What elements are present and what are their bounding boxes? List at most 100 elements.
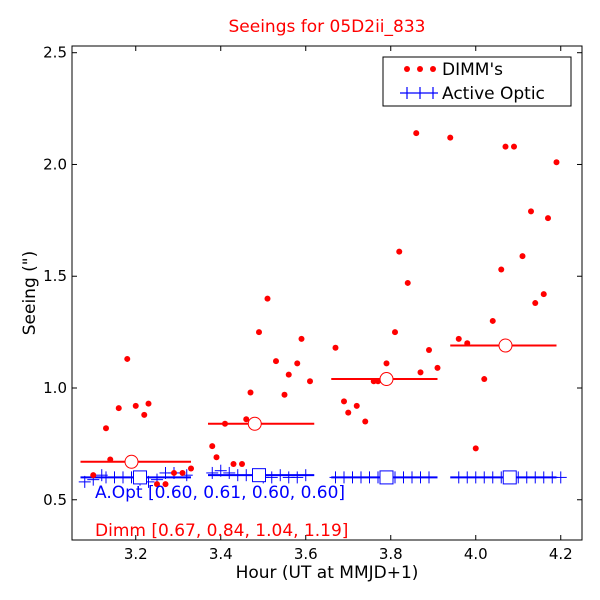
dimm-point — [294, 360, 301, 367]
dimm-point — [213, 454, 220, 461]
dimm-point — [362, 418, 369, 425]
y-tick-label: 1.5 — [43, 267, 67, 285]
dimm-mean-marker — [247, 416, 262, 431]
dimm-point — [332, 344, 339, 351]
y-tick-label: 2.5 — [43, 44, 67, 62]
dimm-point — [239, 461, 245, 467]
dimm-point — [519, 253, 526, 260]
dimm-point — [511, 143, 517, 150]
dimm-point — [273, 358, 279, 365]
aopt-point — [78, 475, 91, 488]
dimm-point — [434, 364, 441, 371]
dimm-point — [502, 143, 509, 150]
dimm-point — [281, 391, 288, 398]
dimm-point — [188, 465, 194, 472]
dimm-point — [256, 329, 262, 336]
dimm-point — [392, 329, 398, 336]
dimm-point — [307, 378, 313, 385]
plot-area — [78, 130, 567, 488]
dimm-point — [481, 376, 488, 383]
legend-aopt-label: Active Optic — [442, 84, 545, 104]
dimm-mean-marker — [124, 454, 139, 469]
aopt-annotation: A.Opt [0.60, 0.61, 0.60, 0.60] — [95, 483, 345, 503]
dimm-point — [107, 456, 114, 463]
dimm-point — [375, 378, 381, 385]
aopt-point — [299, 469, 312, 482]
dimm-point — [90, 472, 97, 479]
x-tick-label: 3.6 — [294, 545, 318, 563]
dimm-point — [447, 134, 454, 141]
x-tick-label: 4.2 — [549, 545, 573, 563]
dimm-point — [413, 130, 420, 137]
dimm-point — [209, 443, 216, 450]
dimm-point — [222, 420, 228, 427]
dimm-point — [540, 291, 547, 298]
dimm-point — [341, 398, 347, 405]
x-tick-label: 4.0 — [464, 545, 488, 563]
aopt-point — [274, 469, 287, 482]
dimm-point — [455, 335, 462, 342]
dimm-point — [264, 295, 271, 302]
dimm-point — [285, 371, 292, 378]
dimm-point — [298, 335, 305, 342]
x-axis-label: Hour (UT at MMJD+1) — [236, 563, 419, 583]
aopt-point — [291, 471, 304, 484]
dimm-point — [243, 416, 250, 423]
y-tick-label: 2.0 — [43, 155, 67, 173]
aopt-point — [223, 466, 236, 479]
legend: DIMM's Active Optic — [382, 56, 572, 107]
dimm-point — [472, 445, 479, 452]
dimm-point — [141, 411, 148, 418]
aopt-mean-marker — [502, 470, 517, 485]
aopt-point — [206, 466, 219, 479]
dimm-point — [230, 461, 237, 467]
dimm-point — [545, 215, 551, 222]
legend-dimm-marker — [404, 66, 436, 72]
dimm-point — [498, 266, 505, 273]
dimm-point — [154, 481, 160, 488]
dimm-point — [370, 378, 377, 385]
legend-box — [382, 56, 572, 107]
dimm-point — [532, 300, 539, 307]
aopt-point — [554, 471, 567, 484]
x-tick-label: 3.8 — [379, 545, 403, 563]
aopt-point — [423, 471, 435, 484]
dimm-point — [426, 347, 432, 353]
dimm-point — [383, 360, 390, 367]
dimm-point — [464, 340, 471, 347]
y-axis-label: Seeing (") — [20, 251, 40, 336]
dimm-point — [145, 400, 152, 407]
dimm-annotation: Dimm [0.67, 0.84, 1.04, 1.19] — [95, 521, 348, 541]
dimm-point — [115, 405, 122, 412]
y-tick-label: 0.5 — [43, 491, 67, 509]
dimm-point — [124, 355, 131, 362]
plot-frame — [71, 45, 583, 541]
dimm-point — [162, 481, 169, 488]
dimm-point — [404, 279, 411, 286]
aopt-point — [265, 471, 278, 484]
dimm-point — [103, 425, 109, 432]
x-tick-label: 3.4 — [209, 545, 233, 563]
dimm-point — [553, 159, 560, 166]
dimm-mean-marker — [379, 372, 394, 387]
legend-aopt-marker — [400, 87, 438, 99]
x-tick-label: 3.2 — [124, 545, 148, 563]
aopt-point — [214, 464, 227, 477]
dimm-point — [247, 389, 254, 396]
y-tick-label: 1.0 — [43, 379, 67, 397]
dimm-point — [396, 248, 403, 255]
dimm-point — [345, 409, 352, 416]
aopt-mean-marker — [133, 470, 147, 485]
dimm-point — [489, 317, 496, 324]
dimm-point — [353, 402, 360, 409]
aopt-mean-marker — [379, 470, 394, 485]
dimm-point — [417, 369, 424, 376]
chart-title: Seeings for 05D2ii_833 — [229, 17, 426, 37]
dimm-point — [132, 402, 139, 409]
axis-ticks: 3.2 3.4 3.6 3.8 4.0 4.2 0.5 1.0 1.5 2.0 2.5 — [43, 44, 582, 563]
dimm-point — [171, 469, 177, 476]
legend-dimm-label: DIMM's — [442, 60, 503, 80]
dimm-point — [528, 208, 534, 215]
dimm-mean-marker — [498, 338, 513, 353]
